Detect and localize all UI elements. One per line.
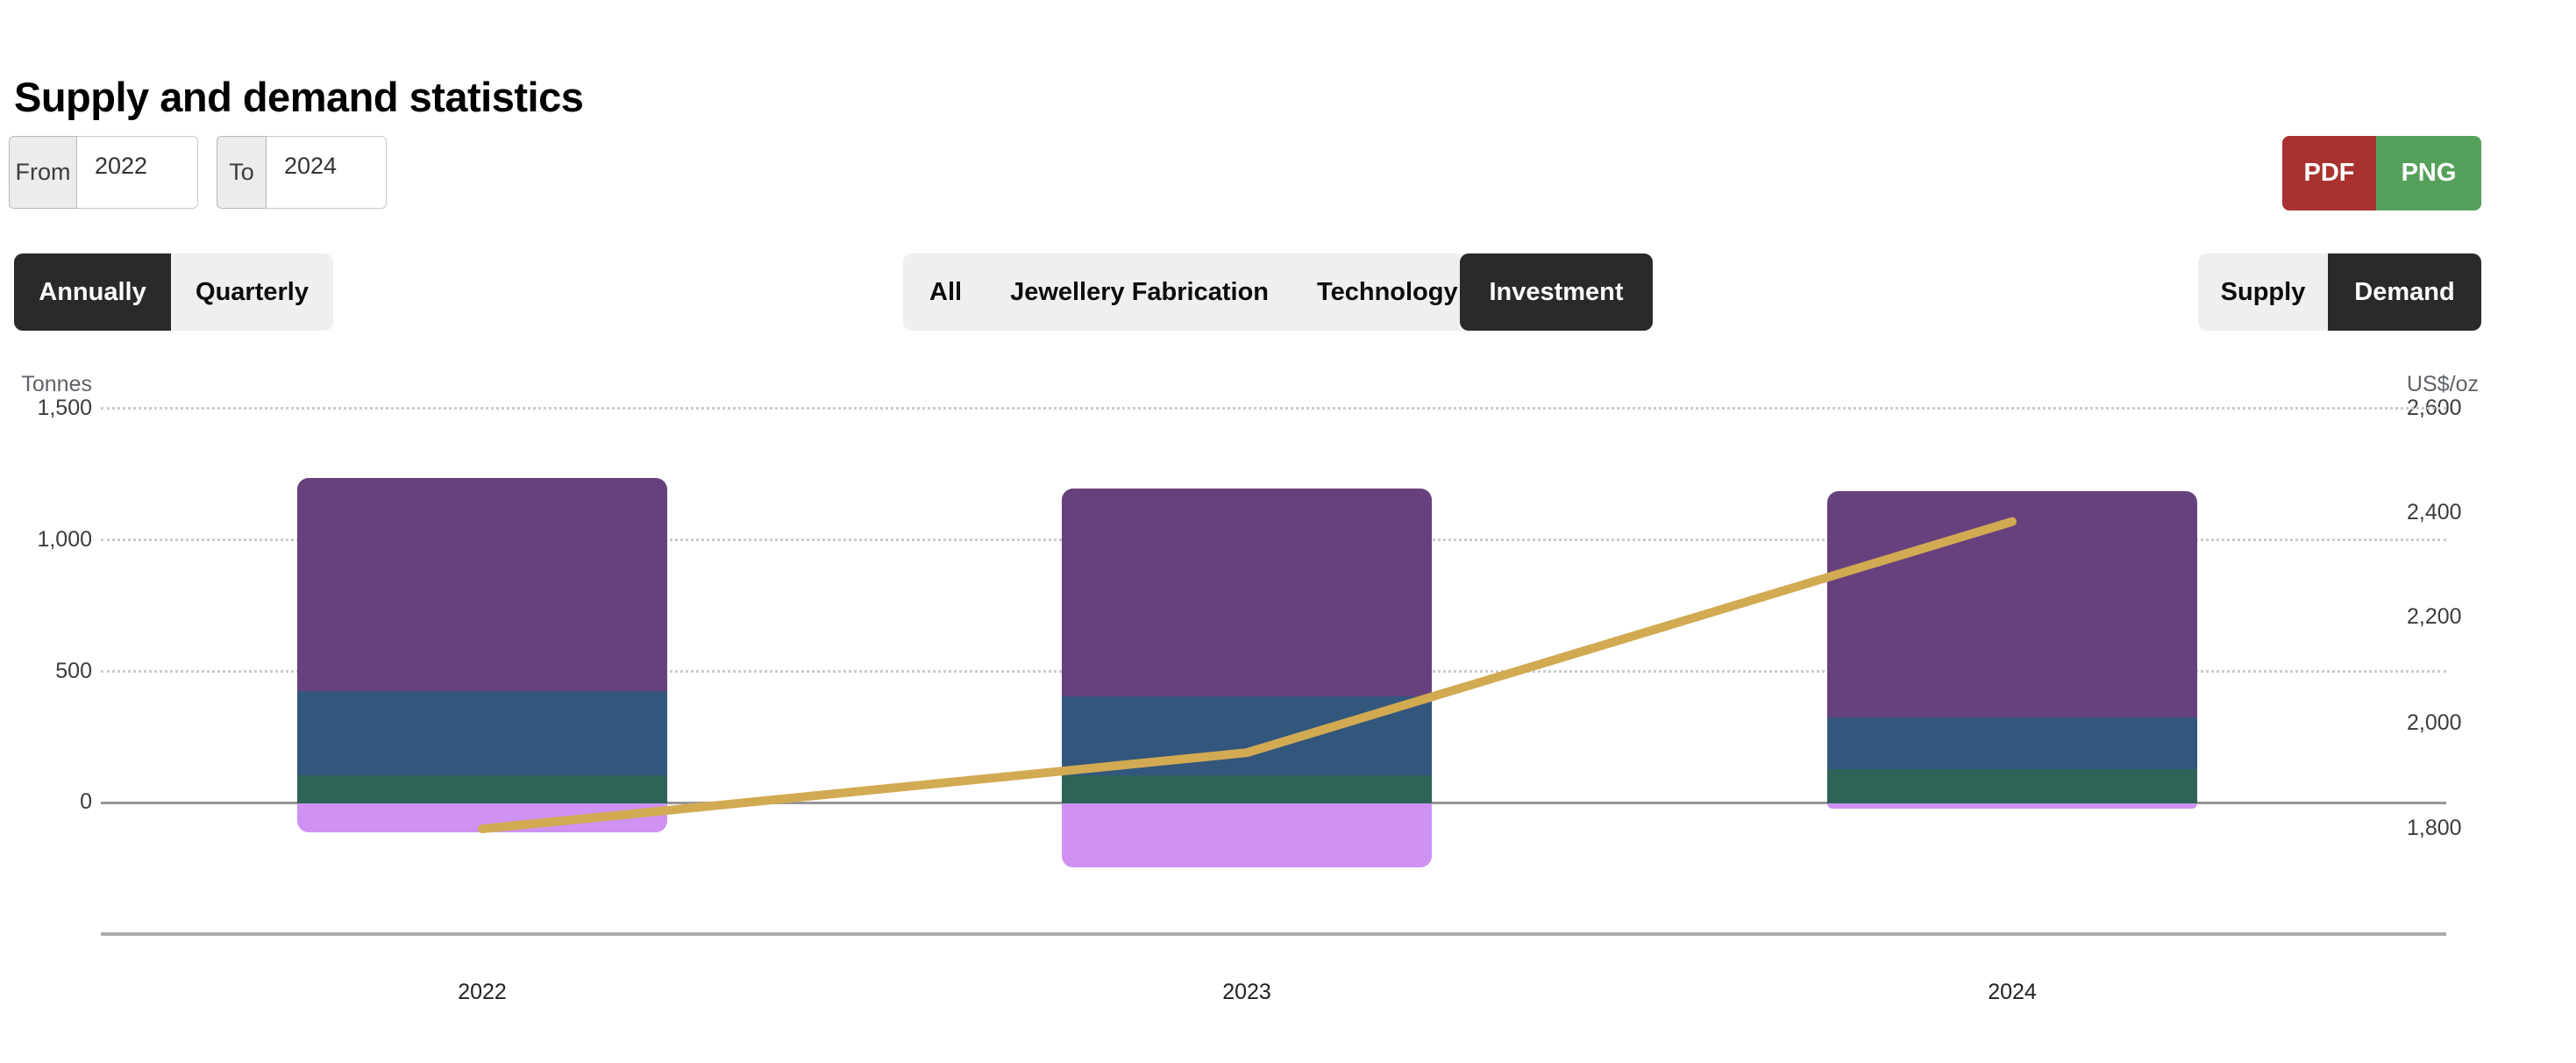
right-axis-title: US$/oz bbox=[2407, 372, 2479, 396]
demand-segment-blue-middle-2022[interactable] bbox=[297, 691, 667, 775]
demand-segment-blue-middle-2023[interactable] bbox=[1062, 696, 1432, 775]
from-year-group: From bbox=[9, 136, 198, 210]
side-toggle-demand[interactable]: Demand bbox=[2328, 253, 2481, 331]
category-filter-bar: All Jewellery Fabrication Technology bbox=[903, 253, 1460, 331]
demand-segment-blue-middle-2024[interactable] bbox=[1827, 717, 2197, 769]
png-export-button[interactable]: PNG bbox=[2376, 136, 2481, 210]
left-axis-tick-0: 0 bbox=[80, 789, 92, 814]
x-axis-label-2024: 2024 bbox=[1988, 980, 2037, 1004]
frequency-toggle-quarterly[interactable]: Quarterly bbox=[171, 253, 333, 331]
gridline-1500 bbox=[101, 407, 2446, 410]
category-tab-jewellery-fabrication[interactable]: Jewellery Fabrication bbox=[1010, 277, 1270, 306]
from-label: From bbox=[9, 136, 77, 209]
page-title: Supply and demand statistics bbox=[14, 74, 584, 121]
x-axis-label-2023: 2023 bbox=[1222, 980, 1271, 1004]
left-axis-title: Tonnes bbox=[21, 372, 92, 396]
right-axis-tick-1800: 1,800 bbox=[2407, 816, 2462, 840]
to-label: To bbox=[217, 136, 267, 209]
demand-segment-green-bottom-2024[interactable] bbox=[1827, 768, 2197, 803]
demand-segment-purple-top-2022[interactable] bbox=[297, 478, 667, 691]
to-year-input[interactable] bbox=[267, 136, 387, 209]
category-tab-investment[interactable]: Investment bbox=[1460, 253, 1653, 331]
pdf-export-button[interactable]: PDF bbox=[2282, 136, 2376, 210]
category-tab-technology[interactable]: Technology bbox=[1317, 277, 1458, 306]
frequency-toggle-annually[interactable]: Annually bbox=[14, 253, 171, 331]
right-axis-tick-2400: 2,400 bbox=[2407, 500, 2462, 524]
demand-segment-purple-top-2023[interactable] bbox=[1062, 489, 1432, 696]
left-axis-tick-500: 500 bbox=[55, 659, 92, 683]
right-axis-tick-2000: 2,000 bbox=[2407, 710, 2462, 735]
export-buttons: PDF PNG bbox=[2282, 136, 2481, 210]
x-axis-line bbox=[101, 932, 2446, 936]
demand-segment-green-bottom-2022[interactable] bbox=[297, 775, 667, 803]
category-tab-all[interactable]: All bbox=[929, 277, 963, 306]
x-axis-label-2022: 2022 bbox=[458, 980, 507, 1004]
from-year-input[interactable] bbox=[77, 136, 198, 209]
demand-segment-violet-negative-2022[interactable] bbox=[297, 803, 667, 832]
demand-segment-violet-negative-2023[interactable] bbox=[1062, 803, 1432, 867]
left-axis-tick-1000: 1,000 bbox=[37, 527, 92, 552]
demand-segment-purple-top-2024[interactable] bbox=[1827, 491, 2197, 717]
left-axis-tick-1500: 1,500 bbox=[37, 396, 92, 420]
to-year-group: To bbox=[217, 136, 387, 210]
right-axis-tick-2200: 2,200 bbox=[2407, 604, 2462, 629]
demand-segment-violet-negative-2024[interactable] bbox=[1827, 803, 2197, 809]
side-toggle-supply[interactable]: Supply bbox=[2198, 253, 2328, 331]
demand-segment-green-bottom-2023[interactable] bbox=[1062, 775, 1432, 803]
